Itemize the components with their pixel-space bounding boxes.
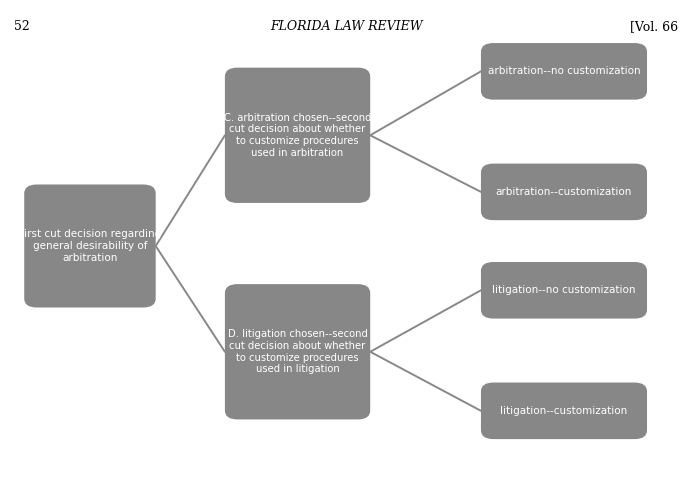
FancyBboxPatch shape [481, 43, 647, 99]
FancyBboxPatch shape [24, 184, 156, 308]
FancyBboxPatch shape [225, 284, 370, 419]
Text: 52: 52 [14, 20, 30, 32]
FancyBboxPatch shape [481, 163, 647, 220]
Text: First cut decision regarding
general desirability of
arbitration: First cut decision regarding general des… [19, 229, 161, 263]
Text: FLORIDA LAW REVIEW: FLORIDA LAW REVIEW [270, 20, 422, 32]
Text: D. litigation chosen--second
cut decision about whether
to customize procedures
: D. litigation chosen--second cut decisio… [228, 329, 367, 374]
Text: litigation--customization: litigation--customization [500, 406, 628, 416]
FancyBboxPatch shape [481, 383, 647, 439]
Text: arbitration--no customization: arbitration--no customization [488, 66, 640, 76]
Text: C. arbitration chosen--second
cut decision about whether
to customize procedures: C. arbitration chosen--second cut decisi… [224, 113, 372, 158]
Text: litigation--no customization: litigation--no customization [492, 285, 636, 295]
Text: [Vol. 66: [Vol. 66 [630, 20, 678, 32]
FancyBboxPatch shape [225, 67, 370, 203]
FancyBboxPatch shape [481, 262, 647, 319]
Text: arbitration--customization: arbitration--customization [495, 187, 632, 197]
